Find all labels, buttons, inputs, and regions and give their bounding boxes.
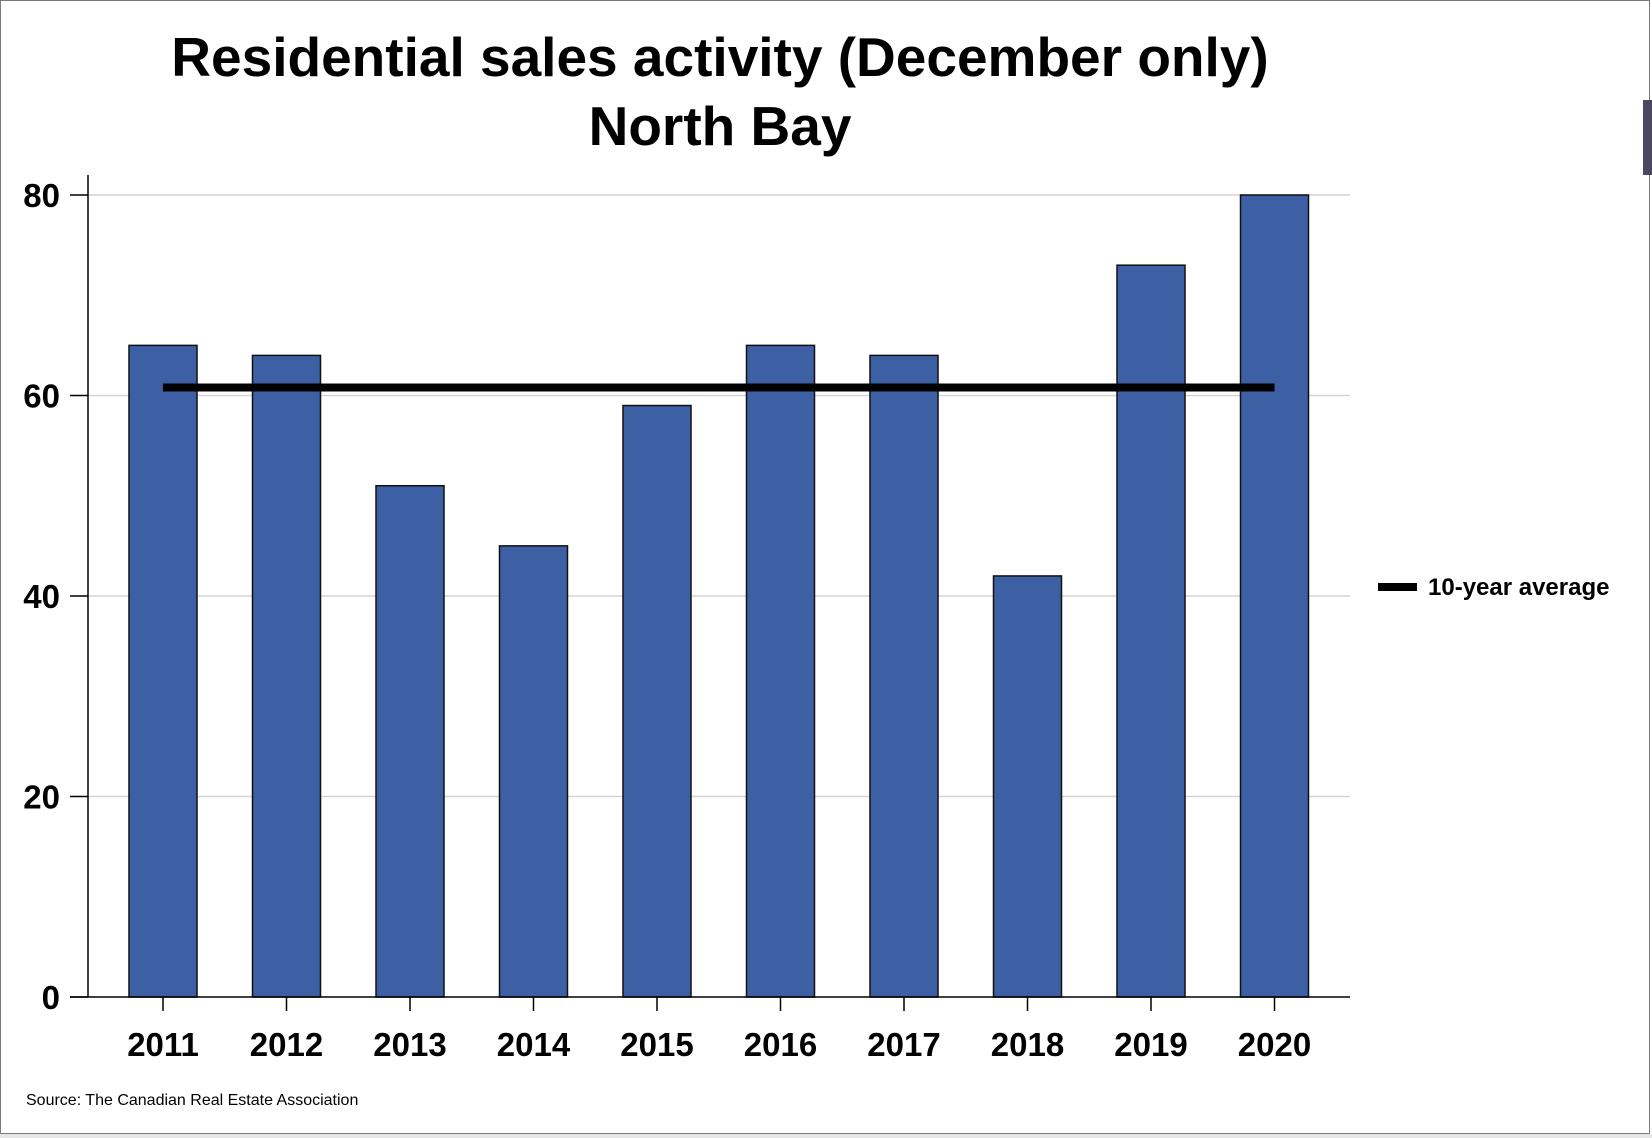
- legend-label: 10-year average: [1428, 574, 1609, 601]
- y-tick-label: 80: [23, 177, 60, 214]
- y-tick-label: 40: [23, 578, 60, 615]
- x-tick-label: 2011: [127, 1026, 199, 1063]
- bar: [745, 344, 816, 998]
- bar: [375, 484, 445, 998]
- x-tick-label: 2018: [991, 1026, 1064, 1063]
- y-axis-ticks: 0 20 40 60 80: [23, 177, 88, 1016]
- bar: [128, 344, 198, 998]
- x-tick-label: 2015: [620, 1026, 693, 1063]
- bar: [869, 354, 939, 998]
- bar: [992, 575, 1063, 998]
- chart-subtitle: North Bay: [589, 95, 852, 157]
- y-tick-label: 60: [23, 378, 60, 415]
- chart-title: Residential sales activity (December onl…: [171, 26, 1268, 88]
- x-tick-label: 2012: [250, 1026, 323, 1063]
- bar: [1239, 194, 1310, 998]
- bar: [622, 404, 692, 998]
- y-tick-label: 0: [42, 979, 60, 1016]
- x-tick-label: 2020: [1238, 1026, 1311, 1063]
- window-bottom-strip: [0, 1134, 1652, 1138]
- y-tick-label: 20: [23, 779, 60, 816]
- x-tick-label: 2013: [373, 1026, 446, 1063]
- x-tick-label: 2014: [497, 1026, 571, 1063]
- source-note: Source: The Canadian Real Estate Associa…: [26, 1092, 358, 1109]
- bar: [498, 545, 569, 998]
- window-right-strip: [1643, 100, 1652, 175]
- bars: [128, 194, 1310, 998]
- bar: [251, 354, 322, 998]
- x-axis-ticks: 2011 2012 2013 2014 2015 2016 2017 2018 2019 2020: [127, 997, 1311, 1063]
- x-tick-label: 2016: [744, 1026, 817, 1063]
- x-tick-label: 2019: [1114, 1026, 1187, 1063]
- bar: [1116, 264, 1186, 998]
- x-tick-label: 2017: [867, 1026, 940, 1063]
